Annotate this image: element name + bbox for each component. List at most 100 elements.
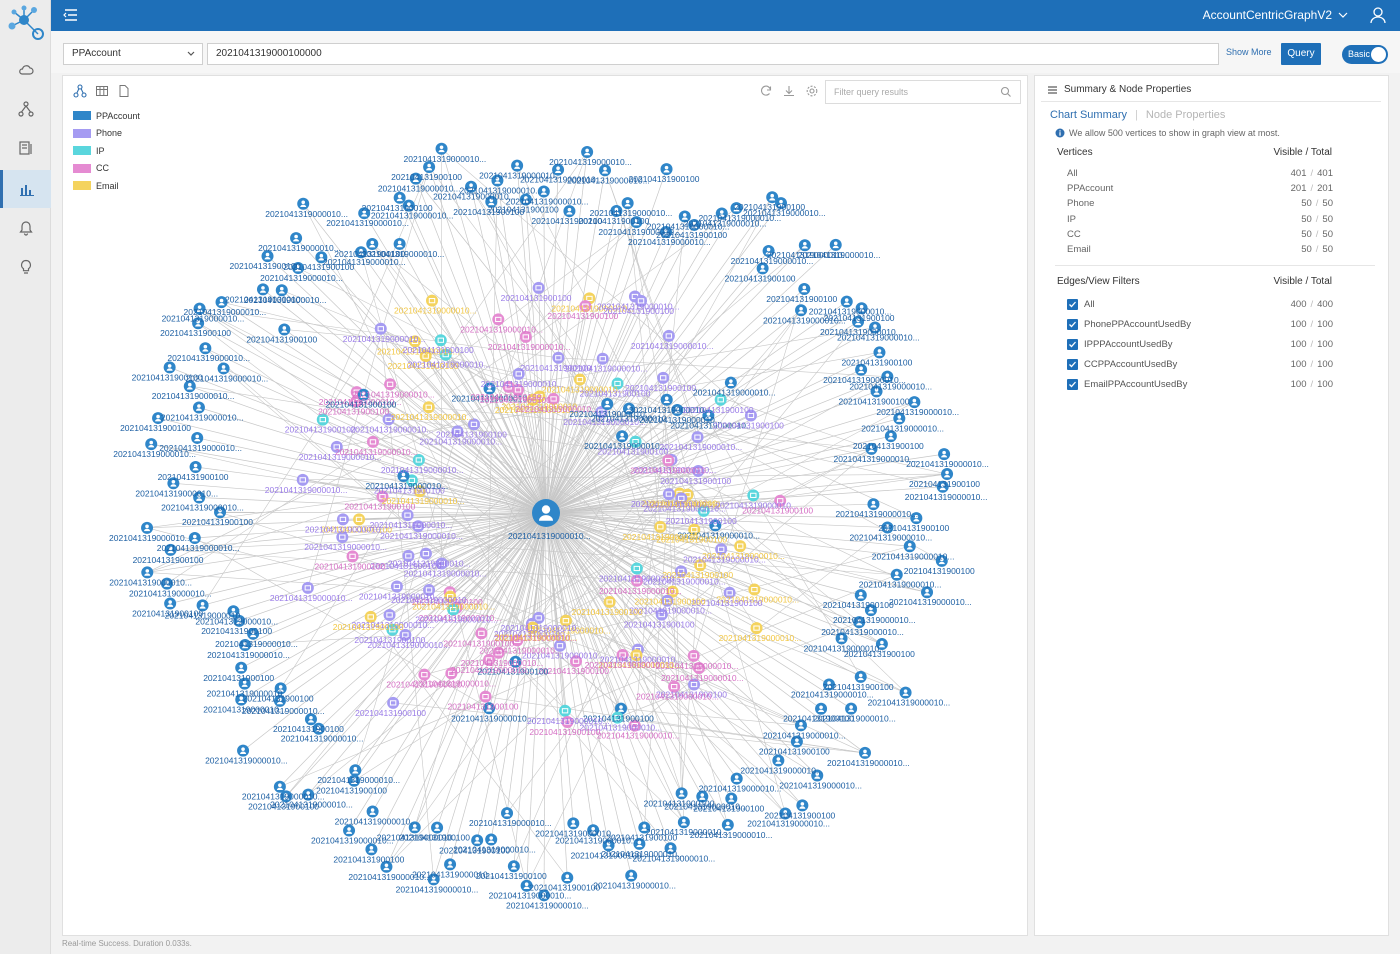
phone-node[interactable]	[467, 418, 480, 431]
cc-node[interactable]	[628, 719, 641, 732]
account-node[interactable]	[164, 597, 177, 610]
cc-node[interactable]	[475, 627, 488, 640]
account-node[interactable]	[427, 873, 440, 886]
cc-node[interactable]	[579, 300, 592, 313]
account-node[interactable]	[870, 385, 883, 398]
legend-item-ip[interactable]: IP	[73, 142, 140, 160]
account-node[interactable]	[775, 197, 788, 210]
phone-node[interactable]	[419, 547, 432, 560]
email-node[interactable]	[688, 523, 701, 536]
nav-item-alerts[interactable]	[0, 209, 51, 247]
account-node[interactable]	[840, 295, 853, 308]
account-node[interactable]	[164, 543, 177, 556]
account-node[interactable]	[622, 402, 635, 415]
account-node[interactable]	[633, 837, 646, 850]
email-node[interactable]	[408, 335, 421, 348]
account-node[interactable]	[903, 540, 916, 553]
account-node[interactable]	[423, 161, 436, 174]
account-node[interactable]	[798, 239, 811, 252]
account-node[interactable]	[141, 521, 154, 534]
account-node[interactable]	[725, 792, 738, 805]
cc-node[interactable]	[483, 653, 496, 666]
email-node[interactable]	[654, 520, 667, 533]
phone-node[interactable]	[723, 586, 736, 599]
cc-node[interactable]	[662, 454, 675, 467]
account-node[interactable]	[188, 532, 201, 545]
edge-filter-ip[interactable]: IPPPAccountUsedBy 100/100	[1067, 339, 1333, 350]
ip-node[interactable]	[611, 711, 624, 724]
account-node[interactable]	[380, 860, 393, 873]
account-node[interactable]	[936, 480, 949, 493]
account-node[interactable]	[366, 805, 379, 818]
account-node[interactable]	[855, 302, 868, 315]
account-node[interactable]	[829, 238, 842, 251]
graph-selector[interactable]: AccountCentricGraphV2	[1203, 8, 1348, 22]
account-node[interactable]	[875, 638, 888, 651]
ip-node[interactable]	[386, 623, 399, 636]
account-node[interactable]	[867, 498, 880, 511]
phone-node[interactable]	[657, 371, 670, 384]
account-node[interactable]	[358, 207, 371, 220]
phone-node[interactable]	[675, 492, 688, 505]
email-node[interactable]	[353, 513, 366, 526]
account-node[interactable]	[465, 180, 478, 193]
email-node[interactable]	[603, 595, 616, 608]
account-node[interactable]	[602, 839, 615, 852]
account-node[interactable]	[890, 568, 903, 581]
cc-node[interactable]	[570, 655, 583, 668]
account-node[interactable]	[908, 396, 921, 409]
ip-node[interactable]	[447, 603, 460, 616]
account-node[interactable]	[798, 282, 811, 295]
account-node[interactable]	[302, 788, 315, 801]
basic-mode-toggle[interactable]: Basic	[1342, 45, 1388, 64]
account-node[interactable]	[538, 889, 551, 902]
account-node[interactable]	[393, 237, 406, 250]
cc-node[interactable]	[693, 662, 706, 675]
account-node[interactable]	[238, 677, 251, 690]
phone-node[interactable]	[412, 520, 425, 533]
account-node[interactable]	[881, 370, 894, 383]
account-node[interactable]	[884, 430, 897, 443]
account-node[interactable]	[552, 163, 565, 176]
account-node[interactable]	[217, 362, 230, 375]
account-node[interactable]	[275, 284, 288, 297]
account-node[interactable]	[614, 702, 627, 715]
account-node[interactable]	[709, 519, 722, 532]
phone-node[interactable]	[296, 473, 309, 486]
email-node[interactable]	[364, 610, 377, 623]
account-node[interactable]	[779, 807, 792, 820]
account-node[interactable]	[561, 871, 574, 884]
json-view-icon[interactable]	[117, 84, 131, 98]
account-node[interactable]	[599, 164, 612, 177]
account-node[interactable]	[790, 735, 803, 748]
account-node[interactable]	[664, 842, 677, 855]
legend-item-cc[interactable]: CC	[73, 160, 140, 178]
ip-node[interactable]	[629, 435, 642, 448]
account-node[interactable]	[145, 438, 158, 451]
account-node[interactable]	[312, 722, 325, 735]
phone-node[interactable]	[744, 409, 757, 422]
phone-node[interactable]	[715, 543, 728, 556]
show-more-link[interactable]: Show More	[1226, 47, 1272, 57]
graph-canvas[interactable]: 2021041319001002021041319000010...202104…	[63, 76, 1029, 937]
account-node[interactable]	[853, 616, 866, 629]
account-node[interactable]	[483, 382, 496, 395]
phone-node[interactable]	[423, 583, 436, 596]
account-node[interactable]	[616, 430, 629, 443]
cc-node[interactable]	[366, 435, 379, 448]
query-input[interactable]: 2021041319000100000	[207, 43, 1219, 65]
account-node[interactable]	[858, 746, 871, 759]
cc-node[interactable]	[616, 648, 629, 661]
account-node[interactable]	[233, 614, 246, 627]
email-node[interactable]	[748, 583, 761, 596]
account-node[interactable]	[280, 790, 293, 803]
account-node[interactable]	[273, 694, 286, 707]
account-node[interactable]	[671, 404, 684, 417]
account-node[interactable]	[349, 764, 362, 777]
account-node[interactable]	[393, 191, 406, 204]
ip-node[interactable]	[412, 453, 425, 466]
account-node[interactable]	[852, 315, 865, 328]
phone-node[interactable]	[553, 639, 566, 652]
account-node[interactable]	[507, 860, 520, 873]
account-node[interactable]	[290, 232, 303, 245]
